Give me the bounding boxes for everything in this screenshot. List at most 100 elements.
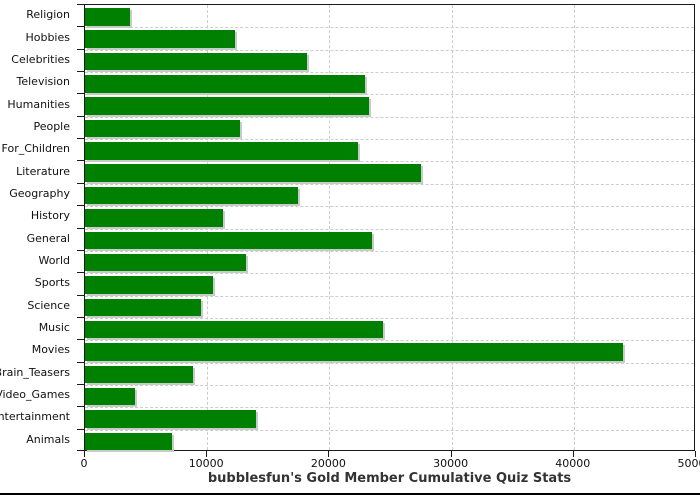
bar-people	[85, 119, 241, 138]
y-axis-labels: Religion Hobbies Celebrities Television Huma…	[0, 4, 77, 451]
y-tick-mark	[77, 450, 84, 451]
horizontal-gridline	[85, 183, 694, 185]
bar-animals	[85, 432, 172, 451]
category-label: Humanities	[7, 97, 70, 111]
vertical-gridline	[573, 5, 575, 450]
y-tick-mark	[77, 339, 84, 341]
horizontal-gridline	[85, 295, 694, 297]
y-tick-mark	[77, 294, 84, 296]
x-tick-mark	[84, 451, 85, 457]
category-label: For_Children	[1, 142, 70, 156]
category-label: Video_Games	[0, 388, 70, 402]
horizontal-gridline	[85, 72, 694, 74]
bar-video_games	[85, 387, 136, 406]
y-tick-mark	[77, 4, 84, 5]
horizontal-gridline	[85, 94, 694, 96]
category-label: World	[38, 254, 70, 268]
y-tick-mark	[77, 26, 84, 28]
y-tick-mark	[77, 428, 84, 430]
y-tick-mark	[77, 361, 84, 363]
bar-movies	[85, 343, 623, 361]
bar-celebrities	[85, 52, 308, 71]
x-tick-mark	[328, 451, 330, 457]
horizontal-gridline	[85, 161, 694, 163]
y-tick-mark	[77, 138, 84, 140]
category-label: People	[33, 119, 70, 133]
horizontal-gridline	[85, 27, 694, 29]
x-tick-label: 40000	[555, 457, 591, 470]
chart-title: bubblesfun's Gold Member Cumulative Quiz…	[207, 471, 572, 486]
x-tick-label: 50000	[677, 457, 700, 470]
category-label: Science	[27, 298, 70, 312]
window-bottom-border	[0, 493, 700, 495]
horizontal-gridline	[85, 206, 694, 208]
bar-sports	[85, 276, 214, 294]
category-label: Celebrities	[11, 52, 70, 66]
bar-literature	[85, 164, 422, 182]
horizontal-gridline	[85, 384, 694, 386]
bar-music	[85, 320, 384, 339]
bar-humanities	[85, 97, 369, 115]
y-tick-mark	[77, 160, 84, 162]
horizontal-gridline	[85, 407, 694, 409]
category-label: Religion	[26, 8, 70, 22]
y-tick-mark	[77, 93, 84, 95]
y-tick-mark	[77, 249, 84, 251]
y-tick-mark	[77, 383, 84, 385]
y-tick-mark	[77, 182, 84, 184]
category-label: Television	[16, 75, 71, 89]
y-tick-mark	[77, 71, 84, 73]
y-tick-mark	[77, 205, 84, 207]
bar-entertainment	[85, 410, 257, 428]
bar-world	[85, 253, 247, 272]
horizontal-gridline	[85, 116, 694, 118]
y-tick-mark	[77, 406, 84, 408]
y-tick-mark	[77, 316, 84, 318]
horizontal-gridline	[85, 250, 694, 252]
category-label: Literature	[16, 164, 70, 178]
y-tick-mark	[77, 115, 84, 117]
horizontal-gridline	[85, 429, 694, 431]
bar-general	[85, 231, 373, 249]
bar-for_children	[85, 142, 358, 160]
horizontal-gridline	[85, 273, 694, 275]
category-label: Entertainment	[0, 410, 70, 424]
horizontal-gridline	[85, 317, 694, 319]
x-tick-label: 10000	[188, 457, 224, 470]
x-tick-mark	[695, 451, 696, 457]
plot-area	[84, 4, 695, 451]
vertical-gridline	[207, 5, 209, 450]
x-tick-label: 0	[80, 457, 88, 470]
x-tick-label: 20000	[310, 457, 346, 470]
category-label: Animals	[26, 432, 70, 446]
horizontal-gridline	[85, 139, 694, 141]
horizontal-gridline	[85, 362, 694, 364]
horizontal-gridline	[85, 49, 694, 51]
category-label: Brain_Teasers	[0, 365, 70, 379]
category-label: General	[26, 231, 70, 245]
x-tick-mark	[206, 451, 208, 457]
y-tick-mark	[77, 272, 84, 274]
category-label: Sports	[34, 276, 70, 290]
x-tick-mark	[572, 451, 574, 457]
x-tick-label: 30000	[433, 457, 469, 470]
vertical-gridline	[451, 5, 453, 450]
category-label: Geography	[9, 186, 70, 200]
horizontal-gridline	[85, 228, 694, 230]
category-label: History	[30, 209, 70, 223]
bar-hobbies	[85, 30, 236, 48]
y-tick-mark	[77, 48, 84, 50]
bar-brain_teasers	[85, 365, 193, 384]
vertical-gridline	[329, 5, 331, 450]
category-label: Movies	[31, 343, 70, 357]
category-label: Hobbies	[25, 30, 70, 44]
bar-television	[85, 75, 365, 93]
y-tick-mark	[77, 227, 84, 229]
bar-religion	[85, 8, 131, 26]
x-tick-mark	[450, 451, 452, 457]
horizontal-gridline	[85, 340, 694, 342]
category-label: Music	[38, 321, 70, 335]
bar-history	[85, 209, 224, 227]
bar-geography	[85, 186, 298, 205]
